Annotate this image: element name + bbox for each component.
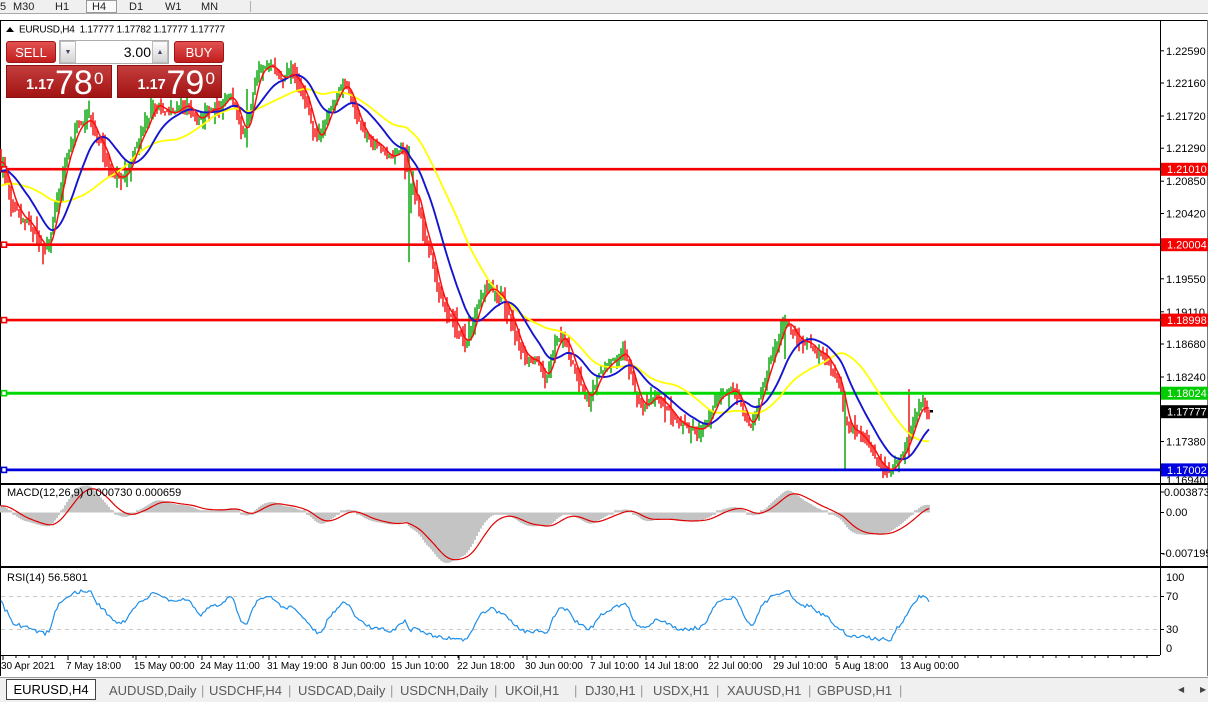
svg-text:1.21720: 1.21720 bbox=[1166, 111, 1206, 123]
svg-text:0: 0 bbox=[1166, 643, 1172, 655]
svg-text:1.18680: 1.18680 bbox=[1166, 339, 1206, 351]
svg-text:29 Jul 10:00: 29 Jul 10:00 bbox=[773, 661, 828, 672]
svg-text:EURUSD,H4 1.17777 1.17782 1.1: EURUSD,H4 1.17777 1.17782 1.17777 1.1777… bbox=[19, 25, 225, 36]
svg-text:1.20850: 1.20850 bbox=[1166, 176, 1206, 188]
svg-text:1.20004: 1.20004 bbox=[1167, 240, 1207, 252]
svg-text:8 Jun 00:00: 8 Jun 00:00 bbox=[333, 661, 386, 672]
svg-text:22 Jun 18:00: 22 Jun 18:00 bbox=[457, 661, 515, 672]
svg-text:0.003873: 0.003873 bbox=[1164, 487, 1208, 499]
svg-text:RSI(14) 56.5801: RSI(14) 56.5801 bbox=[7, 572, 88, 584]
svg-text:1.17380: 1.17380 bbox=[1166, 437, 1206, 449]
svg-text:0.00: 0.00 bbox=[1166, 507, 1187, 519]
svg-text:1.22160: 1.22160 bbox=[1166, 78, 1206, 90]
svg-text:30 Apr 2021: 30 Apr 2021 bbox=[1, 661, 55, 672]
svg-text:70: 70 bbox=[1166, 591, 1178, 603]
svg-text:30: 30 bbox=[1166, 624, 1178, 636]
svg-text:24 May 11:00: 24 May 11:00 bbox=[200, 661, 260, 672]
svg-text:30 Jun 00:00: 30 Jun 00:00 bbox=[525, 661, 583, 672]
svg-text:-0.007195: -0.007195 bbox=[1162, 548, 1208, 560]
svg-text:100: 100 bbox=[1166, 572, 1184, 584]
svg-text:14 Jul 18:00: 14 Jul 18:00 bbox=[644, 661, 699, 672]
svg-text:1.21010: 1.21010 bbox=[1167, 164, 1207, 176]
svg-text:1.18998: 1.18998 bbox=[1167, 315, 1207, 327]
svg-text:13 Aug 00:00: 13 Aug 00:00 bbox=[900, 661, 959, 672]
svg-text:7 Jul 10:00: 7 Jul 10:00 bbox=[590, 661, 639, 672]
svg-text:1.18240: 1.18240 bbox=[1166, 372, 1206, 384]
svg-text:1.22590: 1.22590 bbox=[1166, 46, 1206, 58]
svg-text:5 Aug 18:00: 5 Aug 18:00 bbox=[835, 661, 889, 672]
svg-text:31 May 19:00: 31 May 19:00 bbox=[267, 661, 328, 672]
svg-text:1.17002: 1.17002 bbox=[1167, 465, 1207, 477]
svg-text:22 Jul 00:00: 22 Jul 00:00 bbox=[708, 661, 763, 672]
svg-text:15 Jun 10:00: 15 Jun 10:00 bbox=[391, 661, 449, 672]
svg-text:1.18024: 1.18024 bbox=[1167, 388, 1207, 400]
svg-text:15 May 00:00: 15 May 00:00 bbox=[134, 661, 195, 672]
svg-text:1.17777: 1.17777 bbox=[1167, 407, 1207, 419]
svg-text:1.20420: 1.20420 bbox=[1166, 209, 1206, 221]
svg-text:1.21290: 1.21290 bbox=[1166, 143, 1206, 155]
svg-text:MACD(12,26,9) 0.000730 0.00065: MACD(12,26,9) 0.000730 0.000659 bbox=[7, 487, 181, 499]
svg-text:1.19550: 1.19550 bbox=[1166, 274, 1206, 286]
svg-text:7 May 18:00: 7 May 18:00 bbox=[66, 661, 121, 672]
